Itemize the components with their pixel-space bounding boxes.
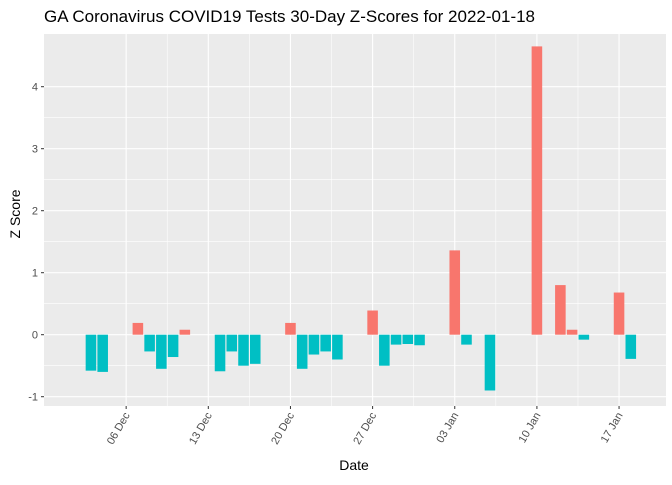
y-tick-label: 3: [32, 144, 38, 156]
bar-2022-01-17: [613, 292, 625, 335]
bar-2022-01-04: [461, 334, 472, 345]
bar-2021-12-31: [414, 334, 425, 346]
bar-2022-01-18: [625, 334, 637, 359]
x-tick-label: 03 Jan: [434, 411, 461, 446]
x-tick-label: 17 Jan: [599, 411, 626, 446]
plot-panel: [44, 34, 666, 406]
bar-2021-12-15: [226, 334, 238, 352]
bar-2021-12-22: [308, 334, 320, 355]
bar-2021-12-04: [97, 334, 108, 372]
bar-2021-12-17: [249, 334, 261, 364]
bar-2021-12-11: [179, 329, 191, 335]
bar-2021-12-09: [156, 334, 167, 369]
bar-2021-12-29: [390, 334, 402, 345]
y-tick-label: 1: [32, 268, 38, 280]
bar-2022-01-03: [449, 250, 461, 335]
y-axis-title: Z Score: [7, 189, 23, 238]
bar-2021-12-16: [238, 334, 249, 366]
bar-2021-12-24: [332, 334, 343, 360]
x-tick-label: 13 Dec: [187, 410, 215, 447]
bars: [85, 46, 637, 391]
bar-2022-01-13: [566, 329, 578, 335]
bar-2021-12-27: [367, 310, 378, 335]
panel-background: [44, 34, 666, 406]
bar-2022-01-10: [531, 46, 543, 335]
x-tick-label: 27 Dec: [351, 410, 379, 447]
bar-2021-12-20: [285, 322, 296, 335]
bar-2021-12-30: [402, 334, 414, 344]
bar-2021-12-23: [320, 334, 331, 352]
bar-2021-12-14: [214, 334, 226, 372]
x-axis-title: Date: [339, 457, 369, 473]
y-tick-label: -1: [28, 392, 38, 404]
x-tick-label: 10 Jan: [517, 411, 544, 446]
bar-2022-01-14: [578, 334, 590, 340]
y-tick-label: 0: [32, 330, 38, 342]
bar-2021-12-10: [167, 334, 179, 358]
x-tick-label: 06 Dec: [105, 410, 133, 447]
bar-2022-01-06: [484, 334, 496, 391]
x-tick-label: 20 Dec: [269, 410, 297, 447]
y-tick-label: 2: [32, 206, 38, 218]
bar-2021-12-08: [144, 334, 155, 352]
bar-2021-12-28: [379, 334, 390, 366]
bar-2021-12-07: [132, 322, 144, 335]
bar-2022-01-12: [555, 285, 566, 335]
y-tick-label: 4: [32, 82, 38, 94]
bar-2021-12-03: [85, 334, 97, 371]
bar-2021-12-21: [296, 334, 308, 369]
chart-title: GA Coronavirus COVID19 Tests 30-Day Z-Sc…: [44, 7, 535, 26]
